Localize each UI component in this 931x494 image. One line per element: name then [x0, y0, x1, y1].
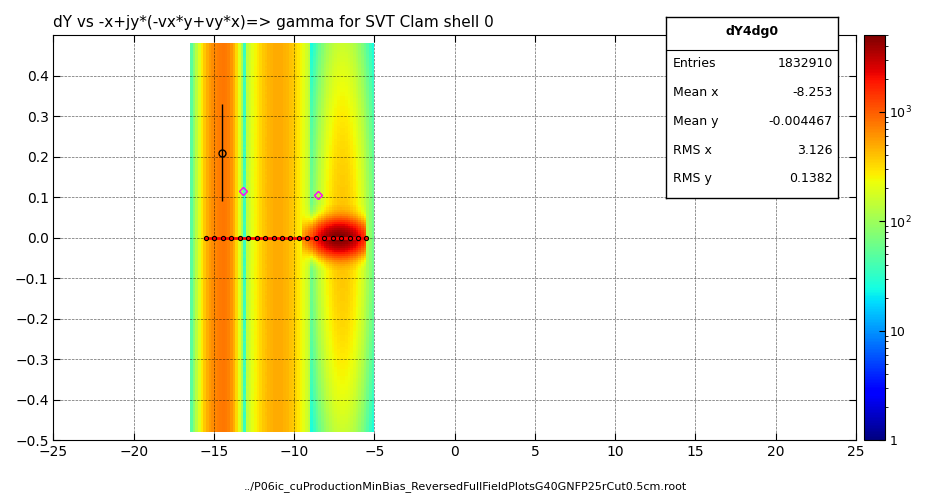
Text: Mean y: Mean y	[672, 115, 718, 127]
Text: 1832910: 1832910	[777, 57, 832, 70]
Text: Mean x: Mean x	[672, 86, 718, 99]
Text: -8.253: -8.253	[792, 86, 832, 99]
Text: RMS y: RMS y	[672, 172, 711, 185]
Text: dY4dg0: dY4dg0	[725, 25, 778, 38]
Text: Entries: Entries	[672, 57, 716, 70]
Text: RMS x: RMS x	[672, 144, 711, 157]
Text: -0.004467: -0.004467	[769, 115, 832, 127]
Text: ../P06ic_cuProductionMinBias_ReversedFullFieldPlotsG40GNFP25rCut0.5cm.root: ../P06ic_cuProductionMinBias_ReversedFul…	[244, 481, 687, 492]
Text: 0.1382: 0.1382	[789, 172, 832, 185]
Text: dY vs -x+jy*(-vx*y+vy*x)=> gamma for SVT Clam shell 0: dY vs -x+jy*(-vx*y+vy*x)=> gamma for SVT…	[53, 15, 494, 30]
Text: 3.126: 3.126	[797, 144, 832, 157]
